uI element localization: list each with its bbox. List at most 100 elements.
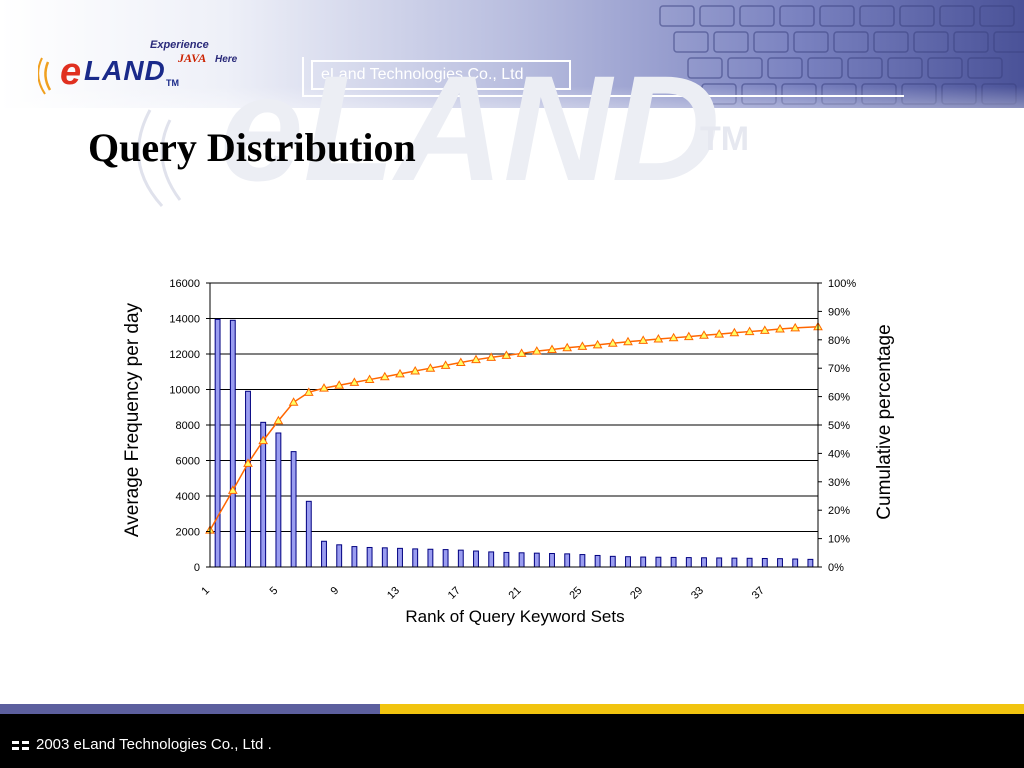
y2-tick-label: 0% <box>828 562 844 574</box>
line-marker <box>227 485 238 494</box>
header-shade <box>0 0 1024 108</box>
line-marker <box>744 326 755 336</box>
bar <box>792 558 799 568</box>
bar <box>670 556 677 568</box>
line-marker <box>683 331 694 341</box>
y-tick-label: 14000 <box>169 314 200 326</box>
bar <box>427 548 434 568</box>
y2-tick-label: 90% <box>828 306 850 318</box>
line-marker <box>410 366 421 375</box>
line-marker <box>319 383 329 392</box>
y2-tick-label: 70% <box>828 363 850 375</box>
x-tick-label: 17 <box>446 585 463 602</box>
y-tick-label: 16000 <box>169 278 200 290</box>
bar <box>442 549 449 568</box>
x-axis-label: Rank of Query Keyword Sets <box>405 607 624 626</box>
bar <box>473 550 479 568</box>
bar <box>321 540 327 568</box>
bar <box>351 546 358 568</box>
line-marker <box>729 327 740 337</box>
svg-text:Here: Here <box>215 54 238 65</box>
svg-text:LAND: LAND <box>84 55 166 86</box>
line-marker <box>790 322 801 332</box>
bar <box>305 500 312 568</box>
x-tick-label: 25 <box>567 585 584 602</box>
line-marker <box>547 344 557 353</box>
line-marker <box>455 357 466 367</box>
cumulative-line <box>209 325 819 531</box>
line-marker <box>516 348 527 357</box>
bar <box>397 547 403 568</box>
bar <box>655 556 662 568</box>
line-marker <box>699 330 709 339</box>
line-marker <box>562 342 573 352</box>
bar <box>457 549 464 568</box>
line-marker <box>638 335 649 344</box>
bar <box>518 552 525 568</box>
line-marker <box>471 354 481 364</box>
bar <box>275 432 282 568</box>
footer: 2003 eLand Technologies Co., Ltd . <box>0 714 1024 768</box>
x-tick-label: 29 <box>628 585 645 602</box>
line-marker <box>425 363 436 372</box>
x-tick-label: 21 <box>507 585 524 602</box>
y2-tick-label: 10% <box>828 534 850 546</box>
line-marker <box>440 360 451 369</box>
bar <box>625 556 631 568</box>
line-marker <box>288 397 299 406</box>
footer-copyright: 2003 eLand Technologies Co., Ltd . <box>36 736 272 753</box>
svg-text:TM: TM <box>166 78 179 88</box>
y-axis-label: Average Frequency per day <box>122 302 143 537</box>
line-marker <box>714 329 725 338</box>
bar <box>549 553 555 568</box>
bar <box>214 318 221 568</box>
bar <box>229 319 236 568</box>
line-marker <box>531 346 542 355</box>
bar <box>381 547 388 568</box>
line-marker <box>258 435 269 445</box>
chart-bars <box>214 318 814 568</box>
x-tick-label: 5 <box>268 585 281 598</box>
y2-tick-label: 40% <box>828 448 850 460</box>
bar <box>701 557 707 568</box>
bar <box>579 554 586 568</box>
y2-axis-label: Cumulative percentage <box>874 324 895 519</box>
bar <box>685 557 692 568</box>
keyboard-image <box>659 5 1024 105</box>
svg-text:Experience: Experience <box>150 39 209 51</box>
y2-tick-label: 20% <box>828 505 850 517</box>
y-tick-label: 6000 <box>176 456 200 468</box>
line-marker <box>759 325 770 334</box>
y-tick-label: 10000 <box>169 385 200 397</box>
bar <box>746 557 753 568</box>
bar <box>731 557 738 568</box>
y2-tick-label: 100% <box>828 278 856 290</box>
company-label: eLand Technologies Co., Ltd . <box>311 60 571 90</box>
svg-text:JAVA: JAVA <box>177 51 206 65</box>
chart-tick-labels: 0 2000 4000 6000 8000 10000 12000 14000 16000 0% 1… <box>169 278 856 602</box>
svg-text:e: e <box>60 51 81 93</box>
bar <box>412 548 419 568</box>
bar <box>564 553 571 568</box>
bar <box>594 554 601 568</box>
line-marker <box>775 324 785 333</box>
line-marker <box>577 341 588 350</box>
chart-cumulative-line <box>205 321 823 534</box>
y-tick-label: 2000 <box>176 527 200 539</box>
bar <box>609 555 616 568</box>
eland-watermark: eLAND TM <box>137 44 749 210</box>
svg-text:eLAND: eLAND <box>220 44 720 210</box>
line-marker <box>668 332 679 342</box>
y-tick-label: 0 <box>194 562 200 574</box>
y2-tick-label: 80% <box>828 335 850 347</box>
line-marker <box>607 338 618 347</box>
page-title: Query Distribution <box>88 125 416 170</box>
line-marker <box>623 336 633 346</box>
y-tick-label: 12000 <box>169 349 200 361</box>
bar <box>640 556 647 568</box>
chart-gridlines <box>210 282 818 568</box>
line-marker <box>273 415 284 425</box>
bar <box>761 557 768 568</box>
x-tick-label: 1 <box>199 585 212 598</box>
